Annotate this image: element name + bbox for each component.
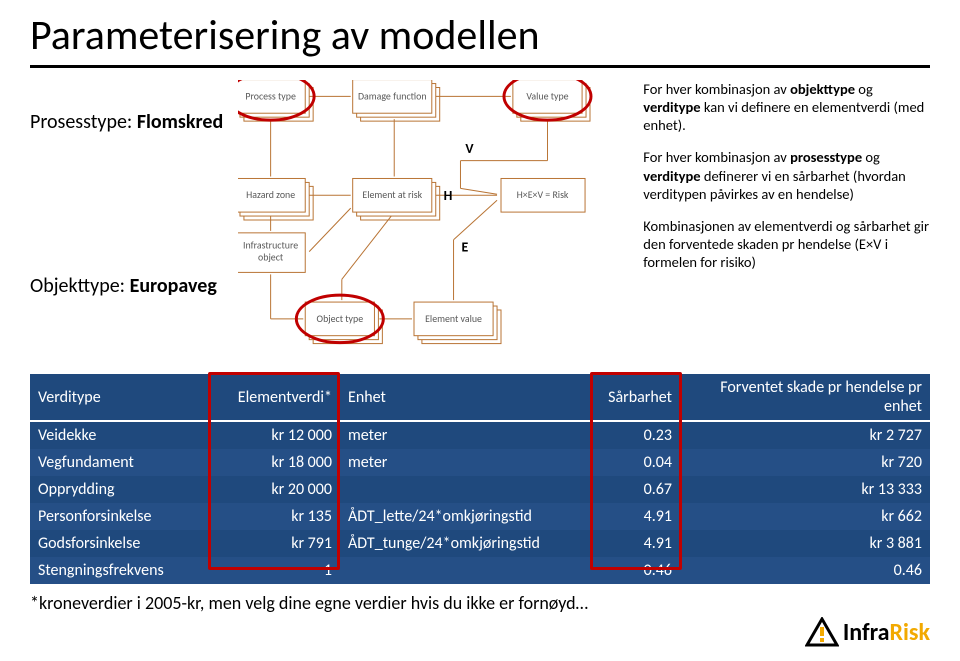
- table-cell: kr 720: [680, 449, 930, 476]
- table-cell: Vegfundament: [30, 449, 210, 476]
- svg-text:Damage function: Damage function: [358, 90, 427, 102]
- table-cell: 1: [210, 557, 340, 584]
- table-row: Godsforsinkelsekr 791ÅDT_tunge/24*omkjør…: [30, 530, 930, 557]
- infrarisk-logo: InfraRisk: [805, 617, 930, 647]
- table-cell: 0.04: [590, 449, 680, 476]
- table-row: Oppryddingkr 20 000 0.67kr 13 333: [30, 476, 930, 503]
- svg-text:Process type: Process type: [245, 90, 296, 102]
- table-cell: Opprydding: [30, 476, 210, 503]
- svg-text:E: E: [461, 239, 468, 256]
- svg-text:Hazard zone: Hazard zone: [246, 189, 295, 201]
- table-cell: kr 12 000: [210, 422, 340, 449]
- data-table-wrap: Verditype Elementverdi* Enhet Sårbarhet …: [30, 374, 930, 584]
- table-cell: Stengningsfrekvens: [30, 557, 210, 584]
- title-rule: [30, 65, 930, 68]
- table-cell: 0.46: [590, 557, 680, 584]
- table-cell: Godsforsinkelse: [30, 530, 210, 557]
- svg-text:object: object: [258, 252, 284, 264]
- table-cell: ÅDT_lette/24*omkjøringstid: [340, 503, 590, 530]
- table-cell: kr 662: [680, 503, 930, 530]
- svg-text:Value type: Value type: [526, 90, 568, 102]
- table-cell: 0.67: [590, 476, 680, 503]
- table-cell: kr 18 000: [210, 449, 340, 476]
- table-cell: ÅDT_tunge/24*omkjøringstid: [340, 530, 590, 557]
- table-cell: kr 791: [210, 530, 340, 557]
- th-forventet: Forventet skade pr hendelse pr enhet: [680, 374, 930, 422]
- table-cell: 4.91: [590, 530, 680, 557]
- table-cell: [340, 476, 590, 503]
- table-cell: kr 3 881: [680, 530, 930, 557]
- svg-text:H×E×V = Risk: H×E×V = Risk: [516, 189, 568, 201]
- table-row: Veidekkekr 12 000meter0.23kr 2 727: [30, 422, 930, 449]
- th-enhet: Enhet: [340, 374, 590, 422]
- table-cell: 4.91: [590, 503, 680, 530]
- value-table: Verditype Elementverdi* Enhet Sårbarhet …: [30, 374, 930, 584]
- svg-text:Element value: Element value: [425, 313, 482, 325]
- explanation-text: For hver kombinasjon av objekttype og ve…: [643, 80, 930, 360]
- svg-text:Object type: Object type: [316, 313, 363, 325]
- th-sarbarhet: Sårbarhet: [590, 374, 680, 422]
- table-cell: kr 13 333: [680, 476, 930, 503]
- process-type-label: Prosesstype: Flomskred: [30, 110, 228, 134]
- table-cell: 0.23: [590, 422, 680, 449]
- footnote: *kroneverdier i 2005-kr, men velg dine e…: [30, 592, 930, 614]
- table-cell: kr 135: [210, 503, 340, 530]
- table-cell: kr 2 727: [680, 422, 930, 449]
- model-diagram: Process type Damage function Val: [238, 80, 634, 360]
- svg-text:H: H: [443, 187, 452, 204]
- table-cell: meter: [340, 422, 590, 449]
- table-cell: Personforsinkelse: [30, 503, 210, 530]
- table-cell: meter: [340, 449, 590, 476]
- table-row: Vegfundamentkr 18 000meter0.04kr 720: [30, 449, 930, 476]
- table-row: Stengningsfrekvens1 0.460.46: [30, 557, 930, 584]
- object-type-label: Objekttype: Europaveg: [30, 274, 228, 298]
- page-title: Parameterisering av modellen: [30, 10, 930, 61]
- th-verditype: Verditype: [30, 374, 210, 422]
- table-cell: 0.46: [680, 557, 930, 584]
- table-cell: kr 20 000: [210, 476, 340, 503]
- svg-text:Element at risk: Element at risk: [362, 189, 422, 201]
- svg-text:Infrastructure: Infrastructure: [243, 240, 298, 252]
- table-cell: [340, 557, 590, 584]
- table-cell: Veidekke: [30, 422, 210, 449]
- table-row: Personforsinkelsekr 135ÅDT_lette/24*omkj…: [30, 503, 930, 530]
- svg-text:V: V: [465, 140, 474, 157]
- th-elementverdi: Elementverdi*: [210, 374, 340, 422]
